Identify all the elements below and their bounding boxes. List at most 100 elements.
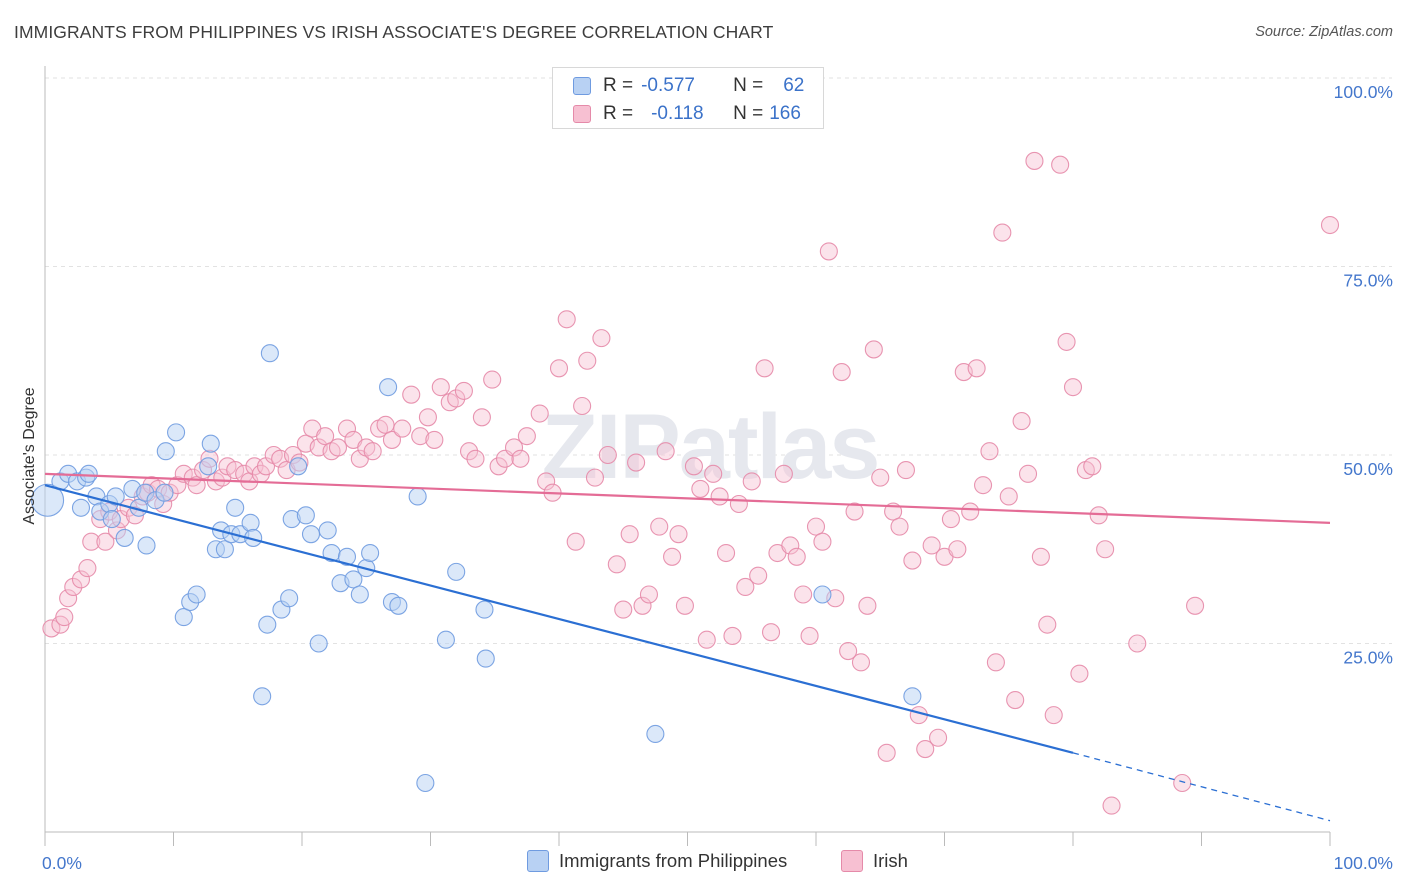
legend-r-value: -0.577 [641,75,695,96]
irish-point [851,653,871,672]
irish-point [483,370,502,389]
irish-point [948,540,967,559]
series-legend-irish: Irish [841,850,908,872]
irish-point [537,472,556,491]
irish-point [55,608,74,627]
axes [44,66,1331,846]
irish-point [774,464,793,483]
philippines-point [475,600,494,619]
philippines-trend-extension [1072,752,1331,822]
irish-point [418,408,437,427]
philippines-point [155,483,174,502]
philippines-point [447,562,466,581]
irish-point [337,419,357,438]
irish-point [922,536,941,555]
irish-point [819,242,838,261]
irish-point [1173,773,1192,793]
legend-n-label: N = [733,103,764,124]
irish-point [716,543,736,563]
irish-point [967,359,986,378]
philippines-point [226,498,245,517]
legend-swatch-blue [573,77,591,95]
irish-point [1083,457,1102,476]
irish-points [42,151,1340,815]
legend-n-value: 62 [783,75,805,96]
irish-point [890,517,909,536]
irish-point [684,457,703,476]
philippines-point [241,513,260,532]
irish-point [376,415,395,434]
irish-point [42,619,61,638]
series-legend-philippines: Immigrants from Philippines [527,850,787,872]
irish-point [669,525,688,544]
irish-point [1128,634,1147,653]
irish-point [1320,215,1340,235]
philippines-point [903,687,922,706]
philippines-point [361,543,380,563]
irish-point [986,653,1005,672]
philippines-point [344,570,363,589]
philippines-point [79,464,98,483]
irish-point [806,517,826,536]
series-legend: Immigrants from Philippines Irish [0,850,1406,878]
watermark: ZIPatlas [542,396,879,498]
philippines-point [408,487,427,506]
irish-point [663,547,682,566]
irish-point [675,596,694,615]
irish-point [1096,540,1115,559]
irish-point [845,502,864,521]
irish-point [82,532,101,551]
irish-point [916,740,935,759]
irish-point [382,430,402,449]
irish-point [425,430,444,449]
legend-swatch-pink [573,105,591,123]
philippines-point [199,457,218,476]
irish-point [1012,412,1031,431]
irish-point [459,442,479,461]
y-axis-label: Associate's Degree [21,387,38,524]
irish-point [633,596,652,615]
irish-point [393,419,412,438]
philippines-point [106,487,125,506]
irish-point [980,442,999,461]
irish-point [557,310,576,329]
irish-point [64,577,83,597]
irish-point [620,525,639,544]
legend-n-value: 166 [769,103,801,124]
irish-point [1006,690,1025,710]
philippines-point [215,540,234,559]
philippines-point [318,521,337,540]
irish-point [316,427,335,446]
irish-point [1018,464,1038,483]
irish-point [549,359,569,378]
philippines-point [31,483,65,517]
tick-labels: 25.0% 50.0% 75.0% 100.0% 0.0% 100.0% [42,82,1393,873]
philippines-point [258,615,277,634]
irish-point [614,600,633,619]
irish-point [749,566,768,585]
philippines-point [260,344,279,363]
irish-point [1186,596,1205,615]
philippines-point [309,634,328,653]
philippines-point [187,585,206,604]
irish-point [566,532,585,551]
irish-point [1102,796,1121,815]
x-tick-label: 0.0% [42,853,82,873]
irish-point [598,445,617,465]
philippines-point [301,525,321,544]
irish-point [929,728,948,747]
philippines-point [296,506,315,525]
irish-point [431,378,450,397]
irish-point [723,626,742,646]
irish-point [871,468,890,487]
irish-point [781,536,800,555]
irish-point [742,472,761,491]
irish-point [864,340,883,359]
philippines-point [174,608,193,627]
source-label: Source: ZipAtlas.com [1255,24,1393,40]
irish-point [78,559,97,578]
irish-trend-line [44,472,1331,524]
irish-point [650,517,669,536]
irish-point [755,359,774,378]
